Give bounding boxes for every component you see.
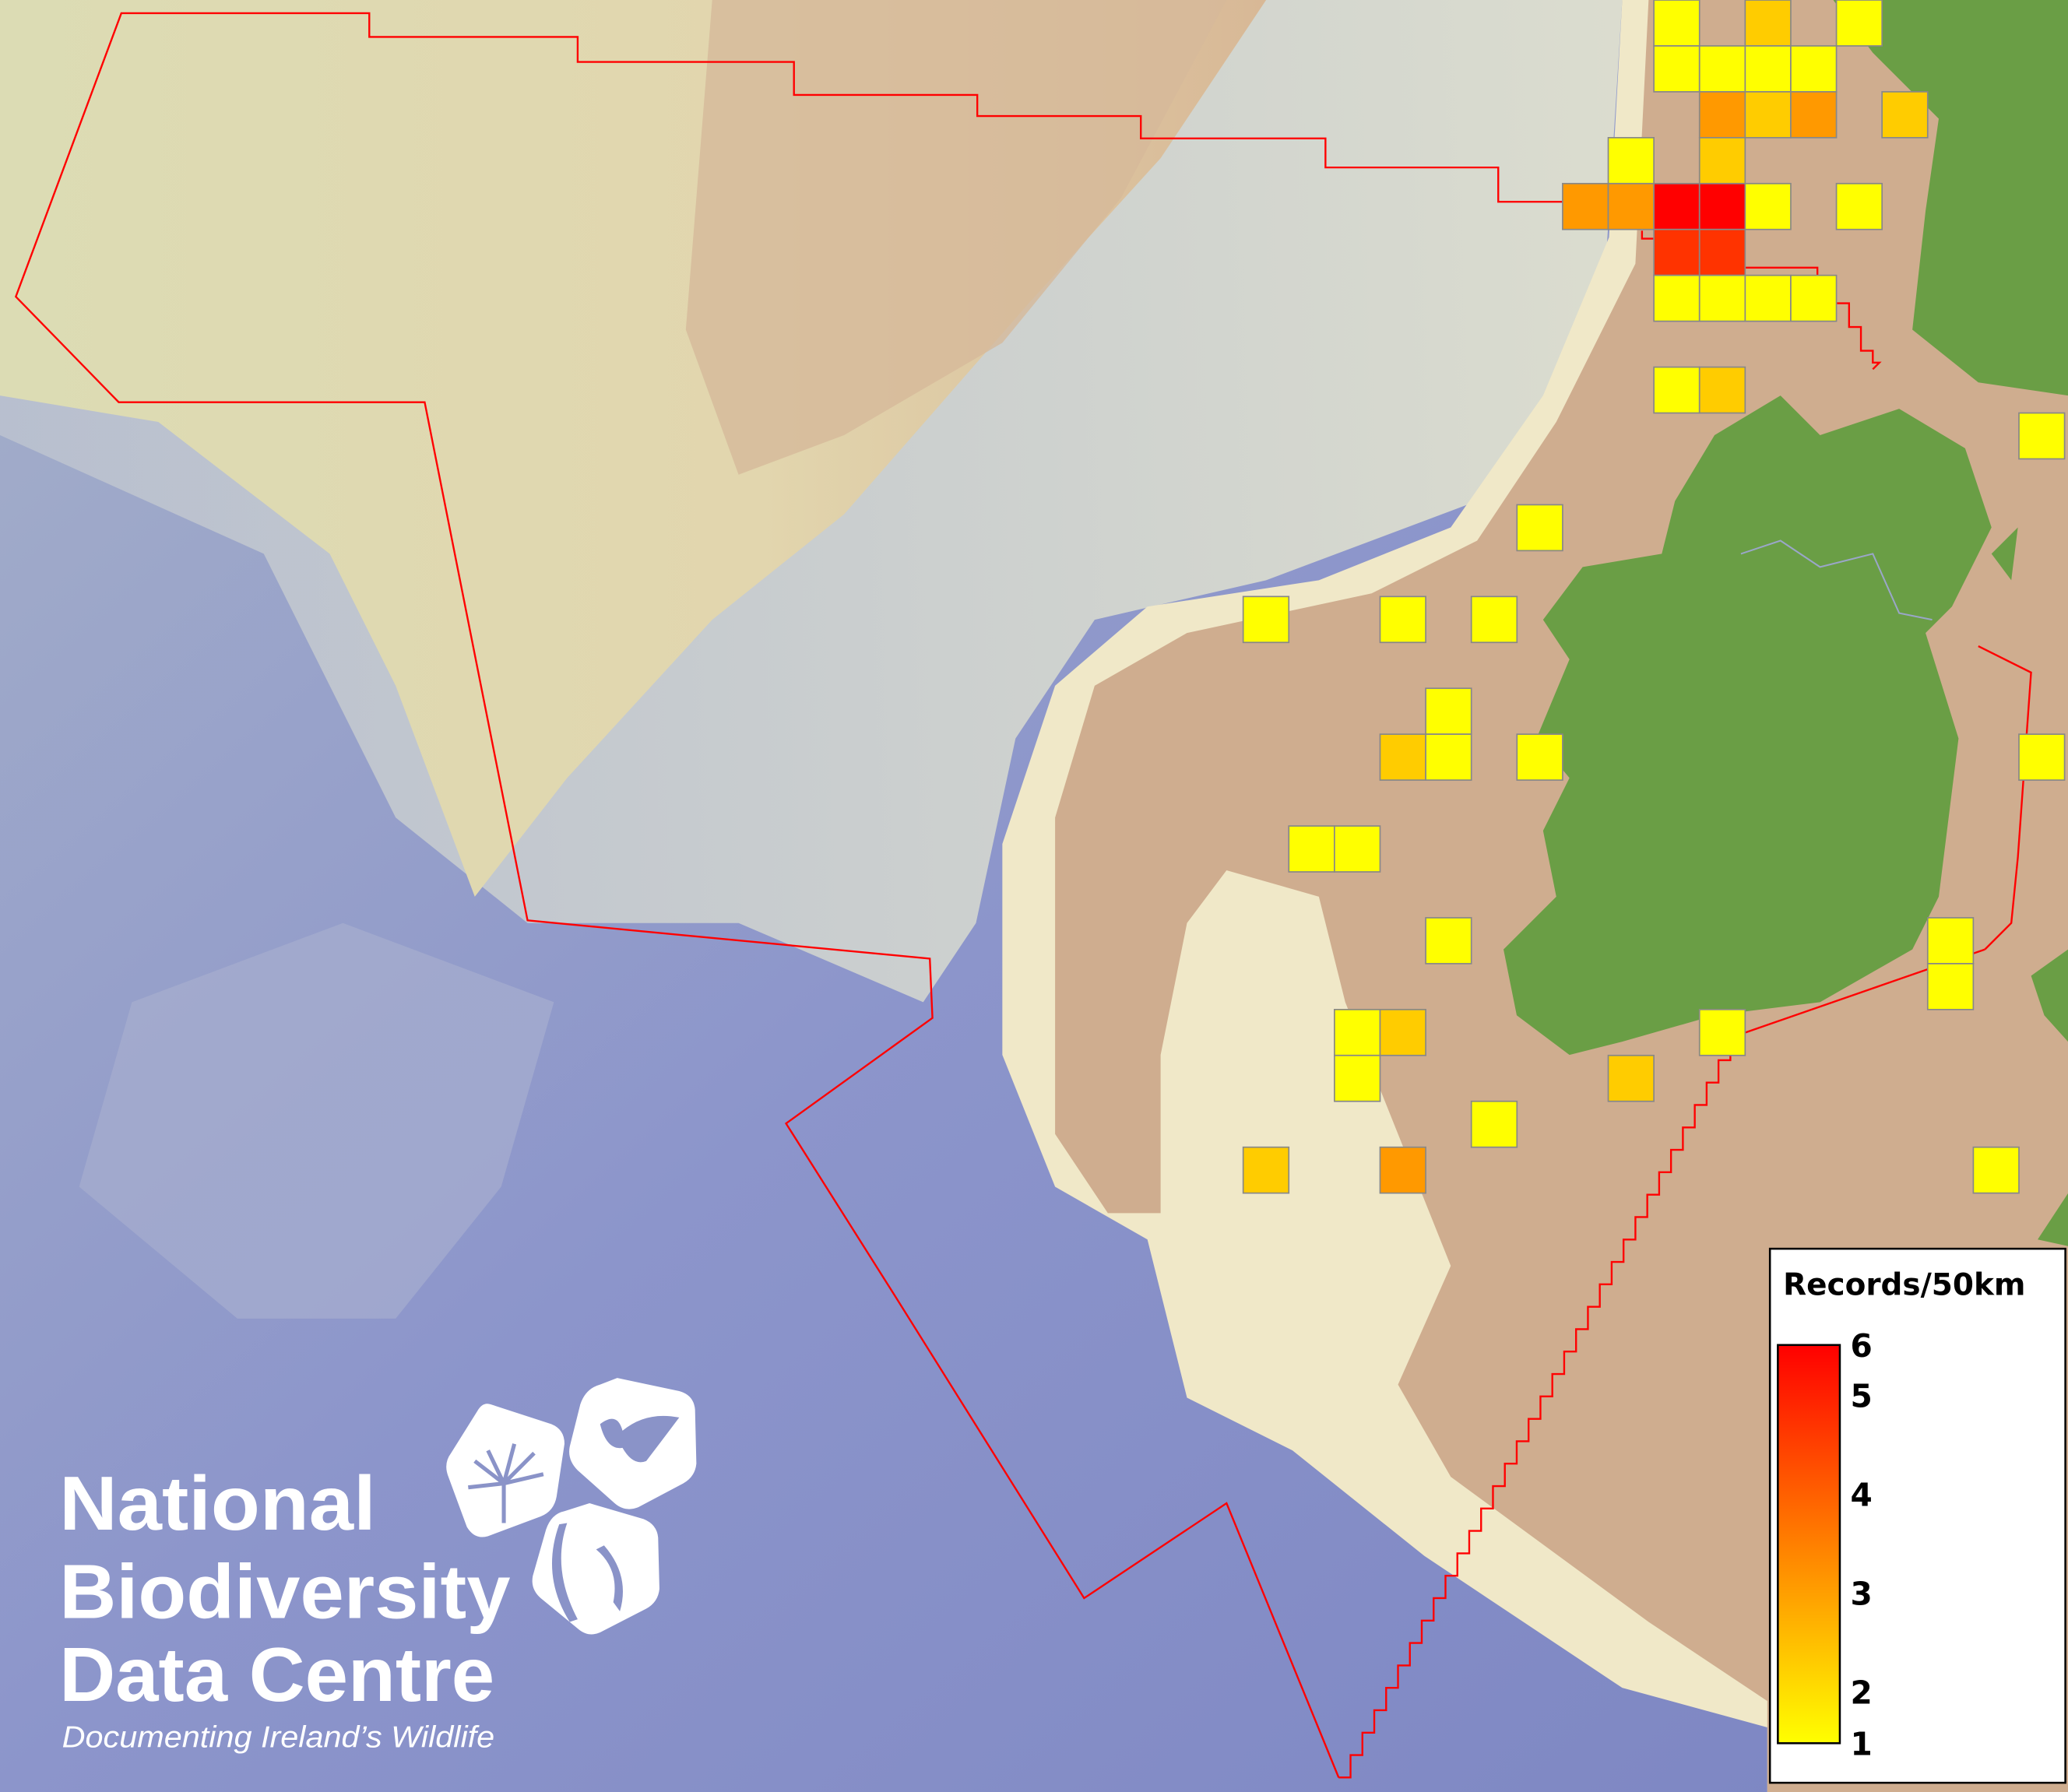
grid-cell — [1242, 596, 1290, 644]
grid-cell — [1288, 825, 1335, 873]
grid-cell — [1835, 182, 1883, 230]
grid-cell — [1516, 504, 1563, 552]
grid-cell — [1425, 687, 1472, 736]
grid-cell — [1516, 733, 1563, 781]
grid-cell — [1607, 136, 1655, 184]
grid-cell — [1698, 366, 1746, 414]
grid-cell — [1334, 825, 1381, 873]
legend-tick-1: 1 — [1851, 1726, 1873, 1763]
wales-landmass — [2031, 949, 2068, 1042]
grid-cell — [1881, 91, 1929, 139]
nbdc-logo: National Biodiversity Data Centre Docume… — [59, 1378, 697, 1754]
grid-cell — [1607, 1054, 1655, 1102]
grid-cell — [1653, 45, 1700, 93]
legend-tick-5: 5 — [1851, 1377, 1873, 1414]
grid-cell — [1744, 0, 1792, 47]
grid-cell — [1835, 0, 1883, 47]
legend: Records/50km 6 5 4 3 2 1 — [1768, 1247, 2066, 1784]
grid-cell — [1379, 1008, 1426, 1056]
grid-cell — [1334, 1054, 1381, 1102]
grid-cell — [1698, 136, 1746, 184]
eez-boundary-line-irish-sea — [1978, 645, 2032, 950]
grid-cell — [1334, 1008, 1381, 1056]
land-areas — [1504, 0, 2068, 1246]
butterfly-hexagon-icon — [569, 1378, 697, 1509]
grid-cell — [1653, 366, 1700, 414]
grid-cell — [1607, 182, 1655, 230]
grid-cell — [1698, 228, 1746, 276]
seahorse-hexagon-icon — [532, 1503, 659, 1635]
grid-cell — [1790, 91, 1838, 139]
eez-boundary-line — [14, 12, 1563, 1778]
legend-tick-4: 4 — [1851, 1476, 1873, 1513]
grid-cell — [2018, 412, 2066, 460]
logo-line-1: National — [59, 1460, 376, 1546]
scotland-landmass — [1833, 0, 2068, 396]
grid-cell — [1744, 45, 1792, 93]
grid-cell — [1379, 596, 1426, 644]
grid-cell — [1972, 1146, 2020, 1194]
grid-cell — [1744, 182, 1792, 230]
grid-cell — [1425, 917, 1472, 965]
eez-boundary-line-east — [1338, 948, 1985, 1779]
plant-hexagon-icon — [446, 1404, 564, 1537]
grid-cell — [1698, 1008, 1746, 1056]
logo-tagline: Documenting Ireland’s Wildlife — [62, 1720, 495, 1754]
grid-cell — [1926, 963, 1975, 1010]
grid-cell — [1653, 228, 1700, 276]
grid-cell — [1698, 274, 1746, 322]
record-grid-cells — [1242, 0, 2066, 1194]
grid-cell — [1470, 596, 1518, 644]
grid-cell — [1379, 1146, 1426, 1194]
grid-cell — [1744, 274, 1792, 322]
grid-cell — [2018, 733, 2066, 781]
legend-tick-3: 3 — [1851, 1575, 1873, 1612]
grid-cell — [1653, 182, 1700, 230]
grid-cell — [1379, 733, 1426, 781]
grid-cell — [1653, 0, 1700, 47]
eez-boundary-line-north — [1641, 230, 1655, 240]
grid-cell — [1698, 91, 1746, 139]
logo-line-3: Data Centre — [59, 1632, 494, 1717]
grid-cell — [1744, 91, 1792, 139]
grid-cell — [1653, 274, 1700, 322]
legend-color-bar — [1777, 1344, 1841, 1745]
legend-tick-6: 6 — [1851, 1327, 1873, 1365]
legend-title: Records/50km — [1783, 1267, 2025, 1302]
grid-cell — [1470, 1100, 1518, 1148]
grid-cell — [1698, 182, 1746, 230]
legend-tick-2: 2 — [1851, 1674, 1873, 1712]
grid-cell — [1425, 733, 1472, 781]
logo-line-2: Biodiversity — [59, 1548, 511, 1634]
england-landmass — [2038, 1193, 2068, 1246]
grid-cell — [1562, 182, 1609, 230]
border-line — [1740, 539, 1933, 621]
grid-cell — [1242, 1146, 1290, 1194]
ireland-landmass — [1504, 395, 1992, 1056]
grid-cell — [1790, 274, 1838, 322]
grid-cell — [1790, 45, 1838, 93]
grid-cell — [1926, 917, 1975, 965]
grid-cell — [1698, 45, 1746, 93]
